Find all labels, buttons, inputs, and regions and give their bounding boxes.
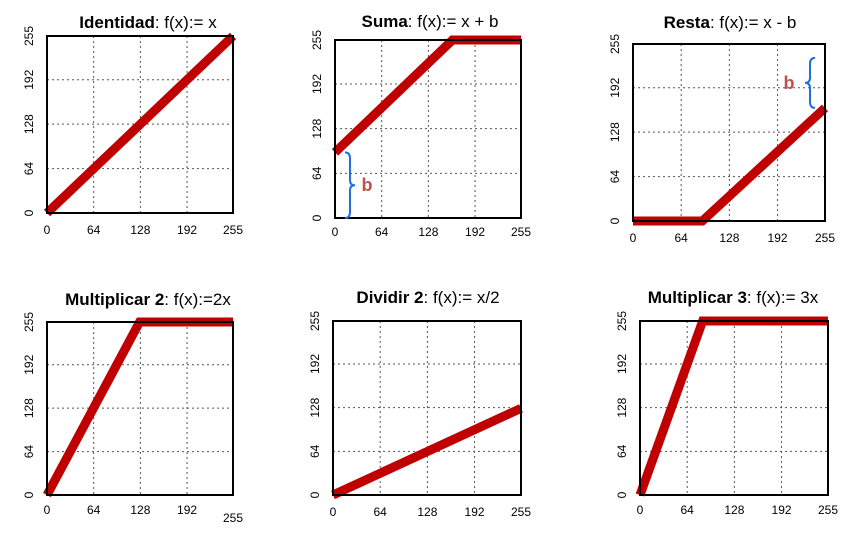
y-tick-label: 255: [22, 26, 36, 46]
function-line: [331, 404, 523, 500]
x-tick-label: 255: [818, 503, 838, 517]
y-tick-label: 255: [22, 312, 36, 332]
y-tick-label: 128: [310, 118, 324, 138]
plot-frame: [332, 320, 522, 496]
y-tick-label: 255: [608, 34, 622, 54]
x-tick-label: 64: [375, 225, 389, 239]
y-tick-label: 128: [22, 114, 36, 134]
y-tick-label: 255: [308, 311, 322, 331]
y-tick-label: 192: [310, 74, 324, 94]
y-tick-label: 64: [22, 445, 36, 459]
y-tick-label: 64: [608, 170, 622, 184]
x-tick-label: 255: [815, 231, 835, 245]
x-tick-label: 0: [330, 505, 337, 519]
chart-title-rest: : f(x):= x/2: [424, 288, 500, 307]
x-tick-label: 192: [768, 231, 788, 245]
annotation-label: b: [784, 73, 795, 93]
y-tick-label: 255: [615, 311, 629, 331]
y-tick-label: 64: [615, 444, 629, 458]
y-tick-label: 255: [310, 30, 324, 50]
chart-title-bold: Suma: [362, 12, 409, 31]
x-tick-label: 192: [177, 503, 197, 517]
plot-frame: [46, 321, 234, 496]
y-tick-label: 128: [608, 122, 622, 142]
y-tick-label: 64: [308, 444, 322, 458]
plot-frame: [632, 43, 826, 222]
chart-panel-3: Resta: f(x):= x - b 0 64 128 192 255 0 64 128 192…: [608, 13, 835, 245]
chart-panel-2: Suma: f(x):= x + b 0 64 128 192 255 0 64 128 192 2…: [310, 12, 531, 239]
x-tick-label: 255: [223, 511, 243, 525]
chart-title-rest: : f(x):=2x: [164, 290, 231, 309]
y-tick-label: 192: [22, 69, 36, 89]
x-tick-label: 128: [130, 503, 150, 517]
y-tick-label: 192: [22, 354, 36, 374]
x-tick-label: 64: [681, 503, 695, 517]
y-tick-label: 0: [615, 491, 629, 498]
chart-title-bold: Identidad: [79, 13, 155, 32]
chart-title: Multiplicar 2: f(x):=2x: [65, 290, 231, 309]
x-tick-label: 0: [637, 503, 644, 517]
x-tick-label: 192: [177, 223, 197, 237]
chart-title: Identidad: f(x):= x: [79, 13, 217, 32]
chart-title: Suma: f(x):= x + b: [362, 12, 499, 31]
chart-title-bold: Multiplicar 3: [648, 288, 747, 307]
x-tick-label: 255: [511, 505, 531, 519]
chart-title-bold: Multiplicar 2: [65, 290, 164, 309]
chart-title: Resta: f(x):= x - b: [664, 13, 797, 32]
y-tick-label: 0: [608, 217, 622, 224]
brace-annotation: [344, 151, 356, 219]
y-tick-label: 128: [615, 397, 629, 417]
x-tick-label: 64: [87, 223, 101, 237]
x-tick-label: 0: [44, 223, 51, 237]
x-tick-label: 128: [130, 223, 150, 237]
chart-title-bold: Resta: [664, 13, 711, 32]
chart-title-rest: : f(x):= x - b: [710, 13, 796, 32]
y-tick-label: 192: [308, 354, 322, 374]
chart-title: Dividir 2: f(x):= x/2: [356, 288, 499, 307]
y-tick-label: 0: [22, 491, 36, 498]
y-tick-label: 128: [308, 397, 322, 417]
x-tick-label: 128: [724, 503, 744, 517]
chart-panel-5: Dividir 2: f(x):= x/2 0 64 128 192 255 0 64 128 1…: [308, 288, 531, 519]
chart-title-bold: Dividir 2: [356, 288, 423, 307]
annotation-label: b: [362, 175, 373, 195]
plot-frame: [334, 39, 522, 219]
x-tick-label: 0: [630, 231, 637, 245]
y-tick-label: 0: [22, 209, 36, 216]
x-tick-label: 192: [465, 225, 485, 239]
plot-frame: [639, 320, 829, 496]
x-tick-label: 192: [772, 503, 792, 517]
x-tick-label: 64: [87, 503, 101, 517]
chart-title-rest: : f(x):= x + b: [408, 12, 499, 31]
function-line: [43, 32, 237, 217]
x-tick-label: 0: [44, 503, 51, 517]
chart-panel-1: Identidad: f(x):= x 0 64 128 192 255 0 64 128 192…: [22, 13, 243, 237]
y-tick-label: 0: [308, 491, 322, 498]
x-tick-label: 128: [417, 505, 437, 519]
brace-annotation: [804, 56, 816, 109]
y-tick-label: 128: [22, 398, 36, 418]
chart-title-rest: : f(x):= 3x: [747, 288, 819, 307]
x-tick-label: 255: [223, 223, 243, 237]
x-tick-label: 192: [465, 505, 485, 519]
y-tick-label: 64: [22, 162, 36, 176]
x-tick-label: 128: [418, 225, 438, 239]
chart-panel-4: Multiplicar 2: f(x):=2x 0 64 128 192 255 0 64 12…: [22, 290, 243, 525]
chart-panel-6: Multiplicar 3: f(x):= 3x 0 64 128 192 255 0 64 1…: [615, 288, 838, 517]
y-tick-label: 64: [310, 166, 324, 180]
x-tick-label: 255: [511, 225, 531, 239]
chart-title-rest: : f(x):= x: [155, 13, 217, 32]
x-tick-label: 0: [332, 225, 339, 239]
x-tick-label: 64: [675, 231, 689, 245]
x-tick-label: 64: [374, 505, 388, 519]
x-tick-label: 128: [719, 231, 739, 245]
chart-title: Multiplicar 3: f(x):= 3x: [648, 288, 819, 307]
y-tick-label: 192: [615, 354, 629, 374]
y-tick-label: 0: [310, 214, 324, 221]
y-tick-label: 192: [608, 77, 622, 97]
plot-frame: [46, 35, 234, 214]
